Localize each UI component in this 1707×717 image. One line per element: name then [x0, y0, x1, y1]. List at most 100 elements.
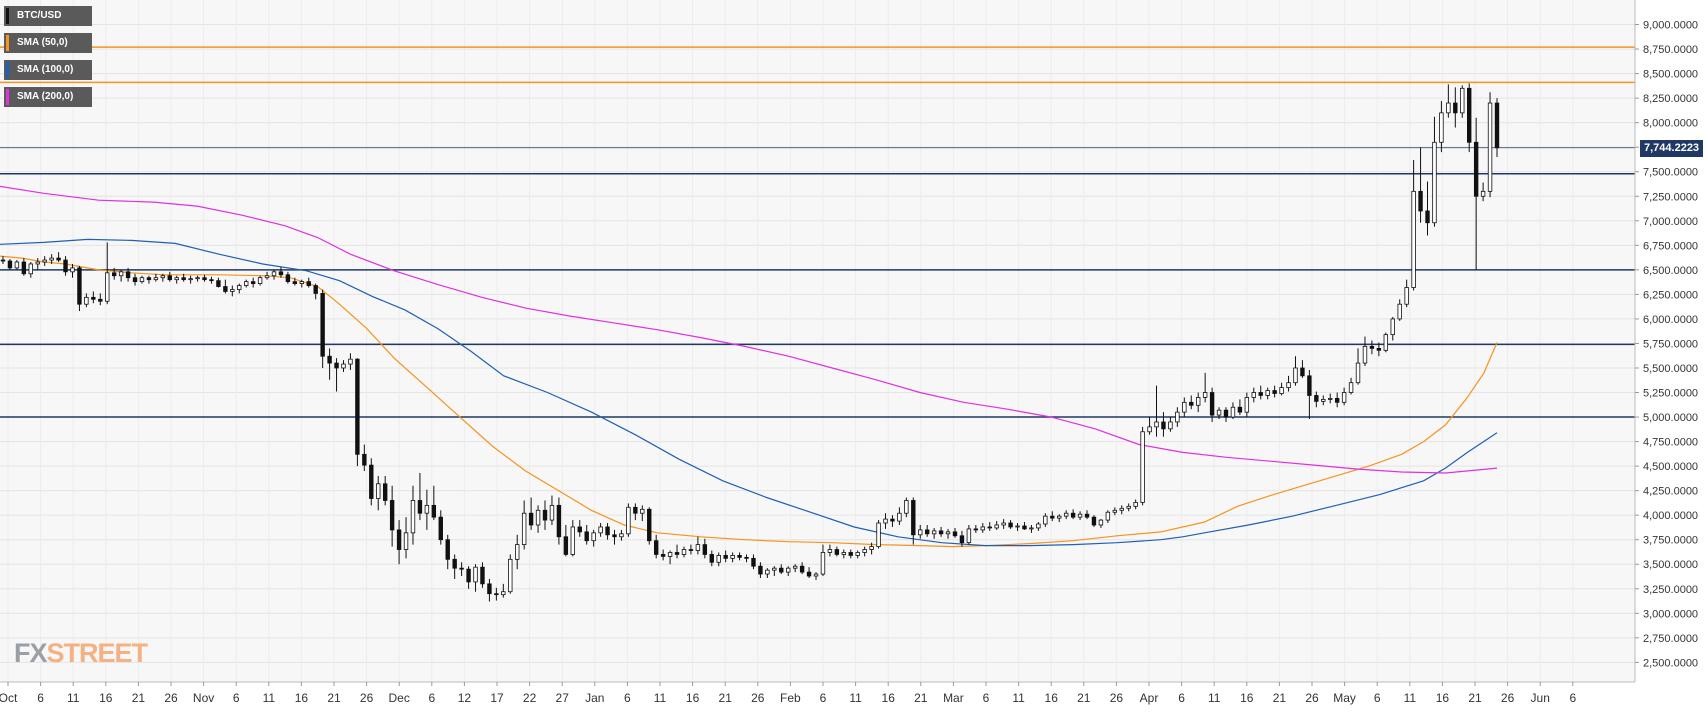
candle[interactable]	[1063, 510, 1069, 520]
candle[interactable]	[28, 262, 33, 278]
candle[interactable]	[334, 358, 339, 392]
candle[interactable]	[1404, 279, 1409, 308]
candle[interactable]	[306, 277, 311, 288]
candle[interactable]	[445, 534, 450, 570]
candle[interactable]	[1098, 519, 1104, 528]
candle[interactable]	[918, 524, 923, 539]
candle[interactable]	[841, 549, 847, 559]
candle[interactable]	[250, 277, 256, 288]
candle[interactable]	[1293, 356, 1298, 386]
candle[interactable]	[431, 485, 437, 521]
candle[interactable]	[91, 291, 96, 304]
candle[interactable]	[931, 527, 937, 539]
candle[interactable]	[355, 358, 360, 467]
candle[interactable]	[1140, 426, 1145, 506]
candle[interactable]	[556, 497, 562, 545]
candle[interactable]	[862, 546, 867, 557]
candle[interactable]	[389, 485, 395, 547]
candle[interactable]	[174, 275, 179, 284]
candle[interactable]	[1383, 332, 1389, 353]
candle[interactable]	[473, 564, 478, 592]
candle[interactable]	[813, 572, 819, 580]
candle[interactable]	[827, 544, 833, 557]
candle[interactable]	[994, 521, 999, 530]
candle[interactable]	[70, 263, 75, 278]
candle[interactable]	[1036, 522, 1041, 531]
candle[interactable]	[952, 527, 958, 538]
candle[interactable]	[591, 529, 596, 547]
candle[interactable]	[1043, 513, 1048, 527]
candle[interactable]	[313, 283, 318, 300]
candle[interactable]	[799, 562, 805, 575]
candle[interactable]	[7, 259, 13, 270]
candle[interactable]	[834, 546, 840, 557]
candle[interactable]	[56, 252, 61, 263]
candle[interactable]	[292, 277, 298, 286]
candle[interactable]	[584, 524, 589, 545]
candle[interactable]	[1397, 299, 1402, 321]
candle[interactable]	[223, 279, 228, 294]
candle[interactable]	[792, 564, 798, 573]
candle[interactable]	[188, 275, 193, 284]
candle[interactable]	[1467, 83, 1472, 153]
candle[interactable]	[1487, 92, 1493, 198]
candle[interactable]	[195, 275, 200, 282]
candle[interactable]	[786, 566, 791, 577]
candle[interactable]	[820, 544, 826, 577]
candle[interactable]	[535, 505, 541, 533]
candle[interactable]	[1189, 395, 1194, 410]
candle[interactable]	[772, 566, 777, 577]
candle[interactable]	[723, 550, 728, 563]
candle[interactable]	[1286, 375, 1291, 392]
candle[interactable]	[1202, 372, 1208, 403]
candle[interactable]	[959, 530, 965, 547]
candle[interactable]	[890, 515, 895, 527]
candle[interactable]	[501, 583, 506, 598]
candle[interactable]	[362, 444, 367, 472]
candle[interactable]	[230, 285, 235, 297]
candle[interactable]	[1369, 340, 1375, 355]
candle[interactable]	[758, 562, 763, 578]
candle[interactable]	[681, 546, 687, 558]
candle[interactable]	[653, 534, 659, 559]
candle[interactable]	[1057, 514, 1062, 523]
candle[interactable]	[1251, 387, 1256, 403]
candle[interactable]	[320, 289, 325, 368]
candle[interactable]	[0, 256, 6, 264]
candle[interactable]	[987, 522, 992, 531]
candle[interactable]	[806, 567, 812, 578]
candle[interactable]	[111, 267, 117, 280]
candle[interactable]	[257, 275, 263, 286]
candle[interactable]	[1272, 385, 1277, 398]
candle[interactable]	[973, 524, 979, 533]
candle[interactable]	[1494, 98, 1500, 158]
candle[interactable]	[779, 564, 784, 575]
legend-item-btcusd[interactable]: BTC/USD	[4, 6, 92, 26]
candle[interactable]	[1348, 377, 1354, 395]
candle[interactable]	[410, 485, 416, 545]
candle[interactable]	[1328, 393, 1333, 404]
candle[interactable]	[216, 277, 221, 288]
candle[interactable]	[577, 520, 582, 537]
candle[interactable]	[904, 497, 909, 518]
candle[interactable]	[570, 520, 576, 557]
candle[interactable]	[327, 348, 332, 380]
candle[interactable]	[369, 458, 374, 506]
candle[interactable]	[751, 554, 756, 570]
candle[interactable]	[1321, 395, 1326, 406]
candle[interactable]	[438, 510, 443, 545]
candle[interactable]	[1070, 509, 1076, 520]
candle[interactable]	[1439, 101, 1444, 153]
candle[interactable]	[1168, 417, 1173, 432]
legend-item-sma50[interactable]: SMA (50,0)	[4, 33, 92, 53]
candle[interactable]	[1453, 87, 1458, 128]
candle[interactable]	[153, 273, 159, 282]
candle[interactable]	[1022, 522, 1027, 530]
candle[interactable]	[264, 271, 270, 280]
candle[interactable]	[688, 544, 694, 555]
candle[interactable]	[1473, 117, 1479, 270]
candle[interactable]	[848, 549, 853, 559]
candle[interactable]	[1341, 387, 1347, 406]
candle[interactable]	[1154, 385, 1159, 437]
